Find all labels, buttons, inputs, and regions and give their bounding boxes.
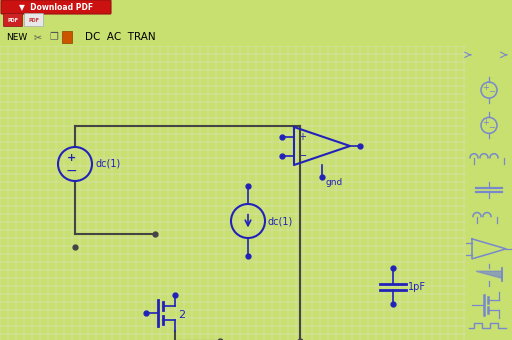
Text: NEW: NEW <box>6 33 27 41</box>
Polygon shape <box>476 271 502 278</box>
Text: +: + <box>67 153 76 163</box>
Text: −: − <box>65 164 77 178</box>
Text: dc(1): dc(1) <box>95 159 120 169</box>
Text: DC  AC  TRAN: DC AC TRAN <box>85 32 156 42</box>
Text: gnd: gnd <box>325 178 342 187</box>
Text: PDF: PDF <box>8 17 18 22</box>
Text: 1pF: 1pF <box>408 282 426 292</box>
FancyBboxPatch shape <box>4 14 23 27</box>
FancyBboxPatch shape <box>25 14 44 27</box>
Text: −: − <box>298 151 307 160</box>
Text: +: + <box>483 83 489 91</box>
Text: PDF: PDF <box>29 17 39 22</box>
Text: ✂: ✂ <box>34 32 42 42</box>
Text: ▼  Download PDF: ▼ Download PDF <box>19 2 93 12</box>
FancyBboxPatch shape <box>1 0 111 14</box>
Text: −: − <box>488 123 496 132</box>
Text: +: + <box>298 132 306 141</box>
FancyBboxPatch shape <box>62 31 72 43</box>
Text: +: + <box>483 118 489 127</box>
Text: −: − <box>488 88 496 97</box>
Text: 2: 2 <box>178 310 185 320</box>
Text: ❐: ❐ <box>50 32 58 42</box>
Text: dc(1): dc(1) <box>268 216 293 226</box>
